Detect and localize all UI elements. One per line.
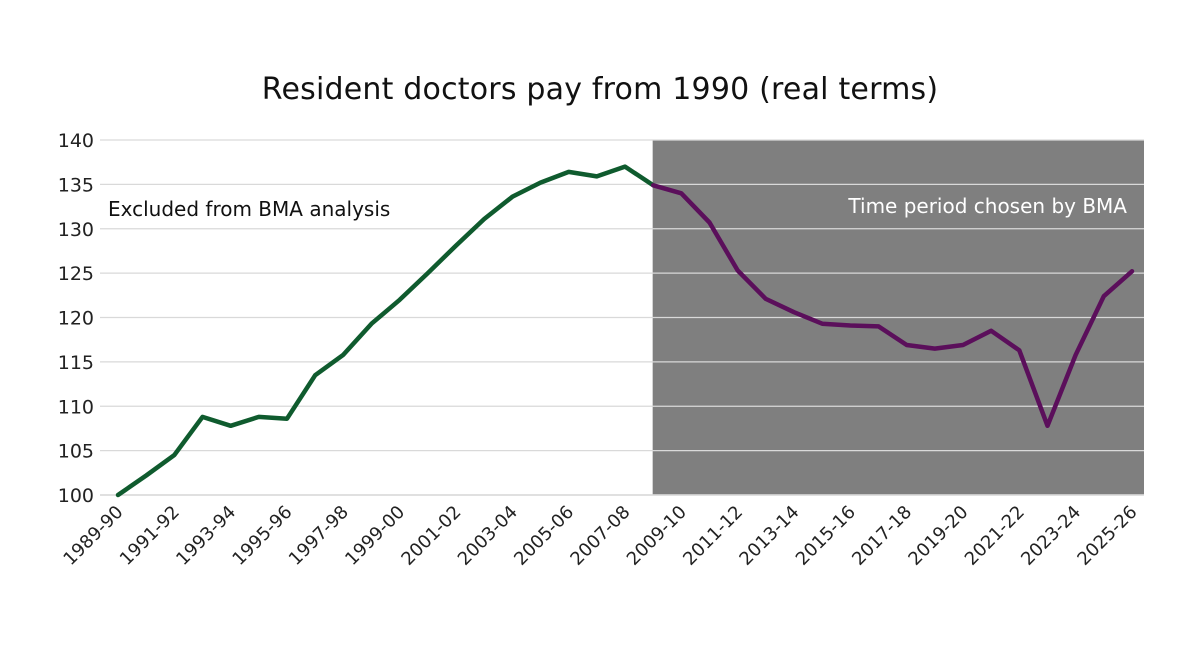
y-tick-label: 130: [58, 219, 94, 241]
x-tick-label: 2011-12: [679, 502, 747, 570]
y-tick-label: 135: [58, 174, 94, 196]
y-tick-label: 115: [58, 352, 94, 374]
series-line-1: [115, 164, 656, 498]
x-tick-label: 2015-16: [792, 502, 860, 570]
x-tick-label: 2021-22: [961, 502, 1029, 570]
x-tick-label: 1999-00: [341, 502, 409, 570]
series-line-2: [650, 183, 1135, 429]
y-tick-label: 120: [58, 308, 94, 330]
x-tick-label: 1997-98: [285, 502, 353, 570]
annotation-excluded: Excluded from BMA analysis: [108, 197, 390, 221]
x-tick-label: 2007-08: [566, 502, 634, 570]
chart-title: Resident doctors pay from 1990 (real ter…: [261, 72, 939, 107]
y-tick-label: 105: [58, 441, 94, 463]
x-tick-label: 2003-04: [454, 502, 522, 570]
x-tick-label: 1991-92: [116, 502, 184, 570]
x-tick-label: 2017-18: [848, 502, 916, 570]
y-tick-label: 140: [58, 130, 94, 152]
x-tick-label: 2005-06: [510, 502, 578, 570]
x-tick-label: 2009-10: [623, 502, 691, 570]
x-tick-label: 2013-14: [735, 502, 803, 570]
y-tick-label: 100: [58, 485, 94, 507]
x-tick-label: 1995-96: [228, 502, 296, 570]
x-tick-label: 2019-20: [904, 502, 972, 570]
x-tick-label: 2001-02: [397, 502, 465, 570]
y-tick-label: 125: [58, 263, 94, 285]
x-tick-label: 2025-26: [1073, 502, 1141, 570]
y-tick-label: 110: [58, 396, 94, 418]
x-tick-label: 1989-90: [59, 502, 127, 570]
annotation-chosen: Time period chosen by BMA: [847, 194, 1127, 218]
x-tick-label: 1993-94: [172, 502, 240, 570]
x-tick-label: 2023-24: [1017, 502, 1085, 570]
